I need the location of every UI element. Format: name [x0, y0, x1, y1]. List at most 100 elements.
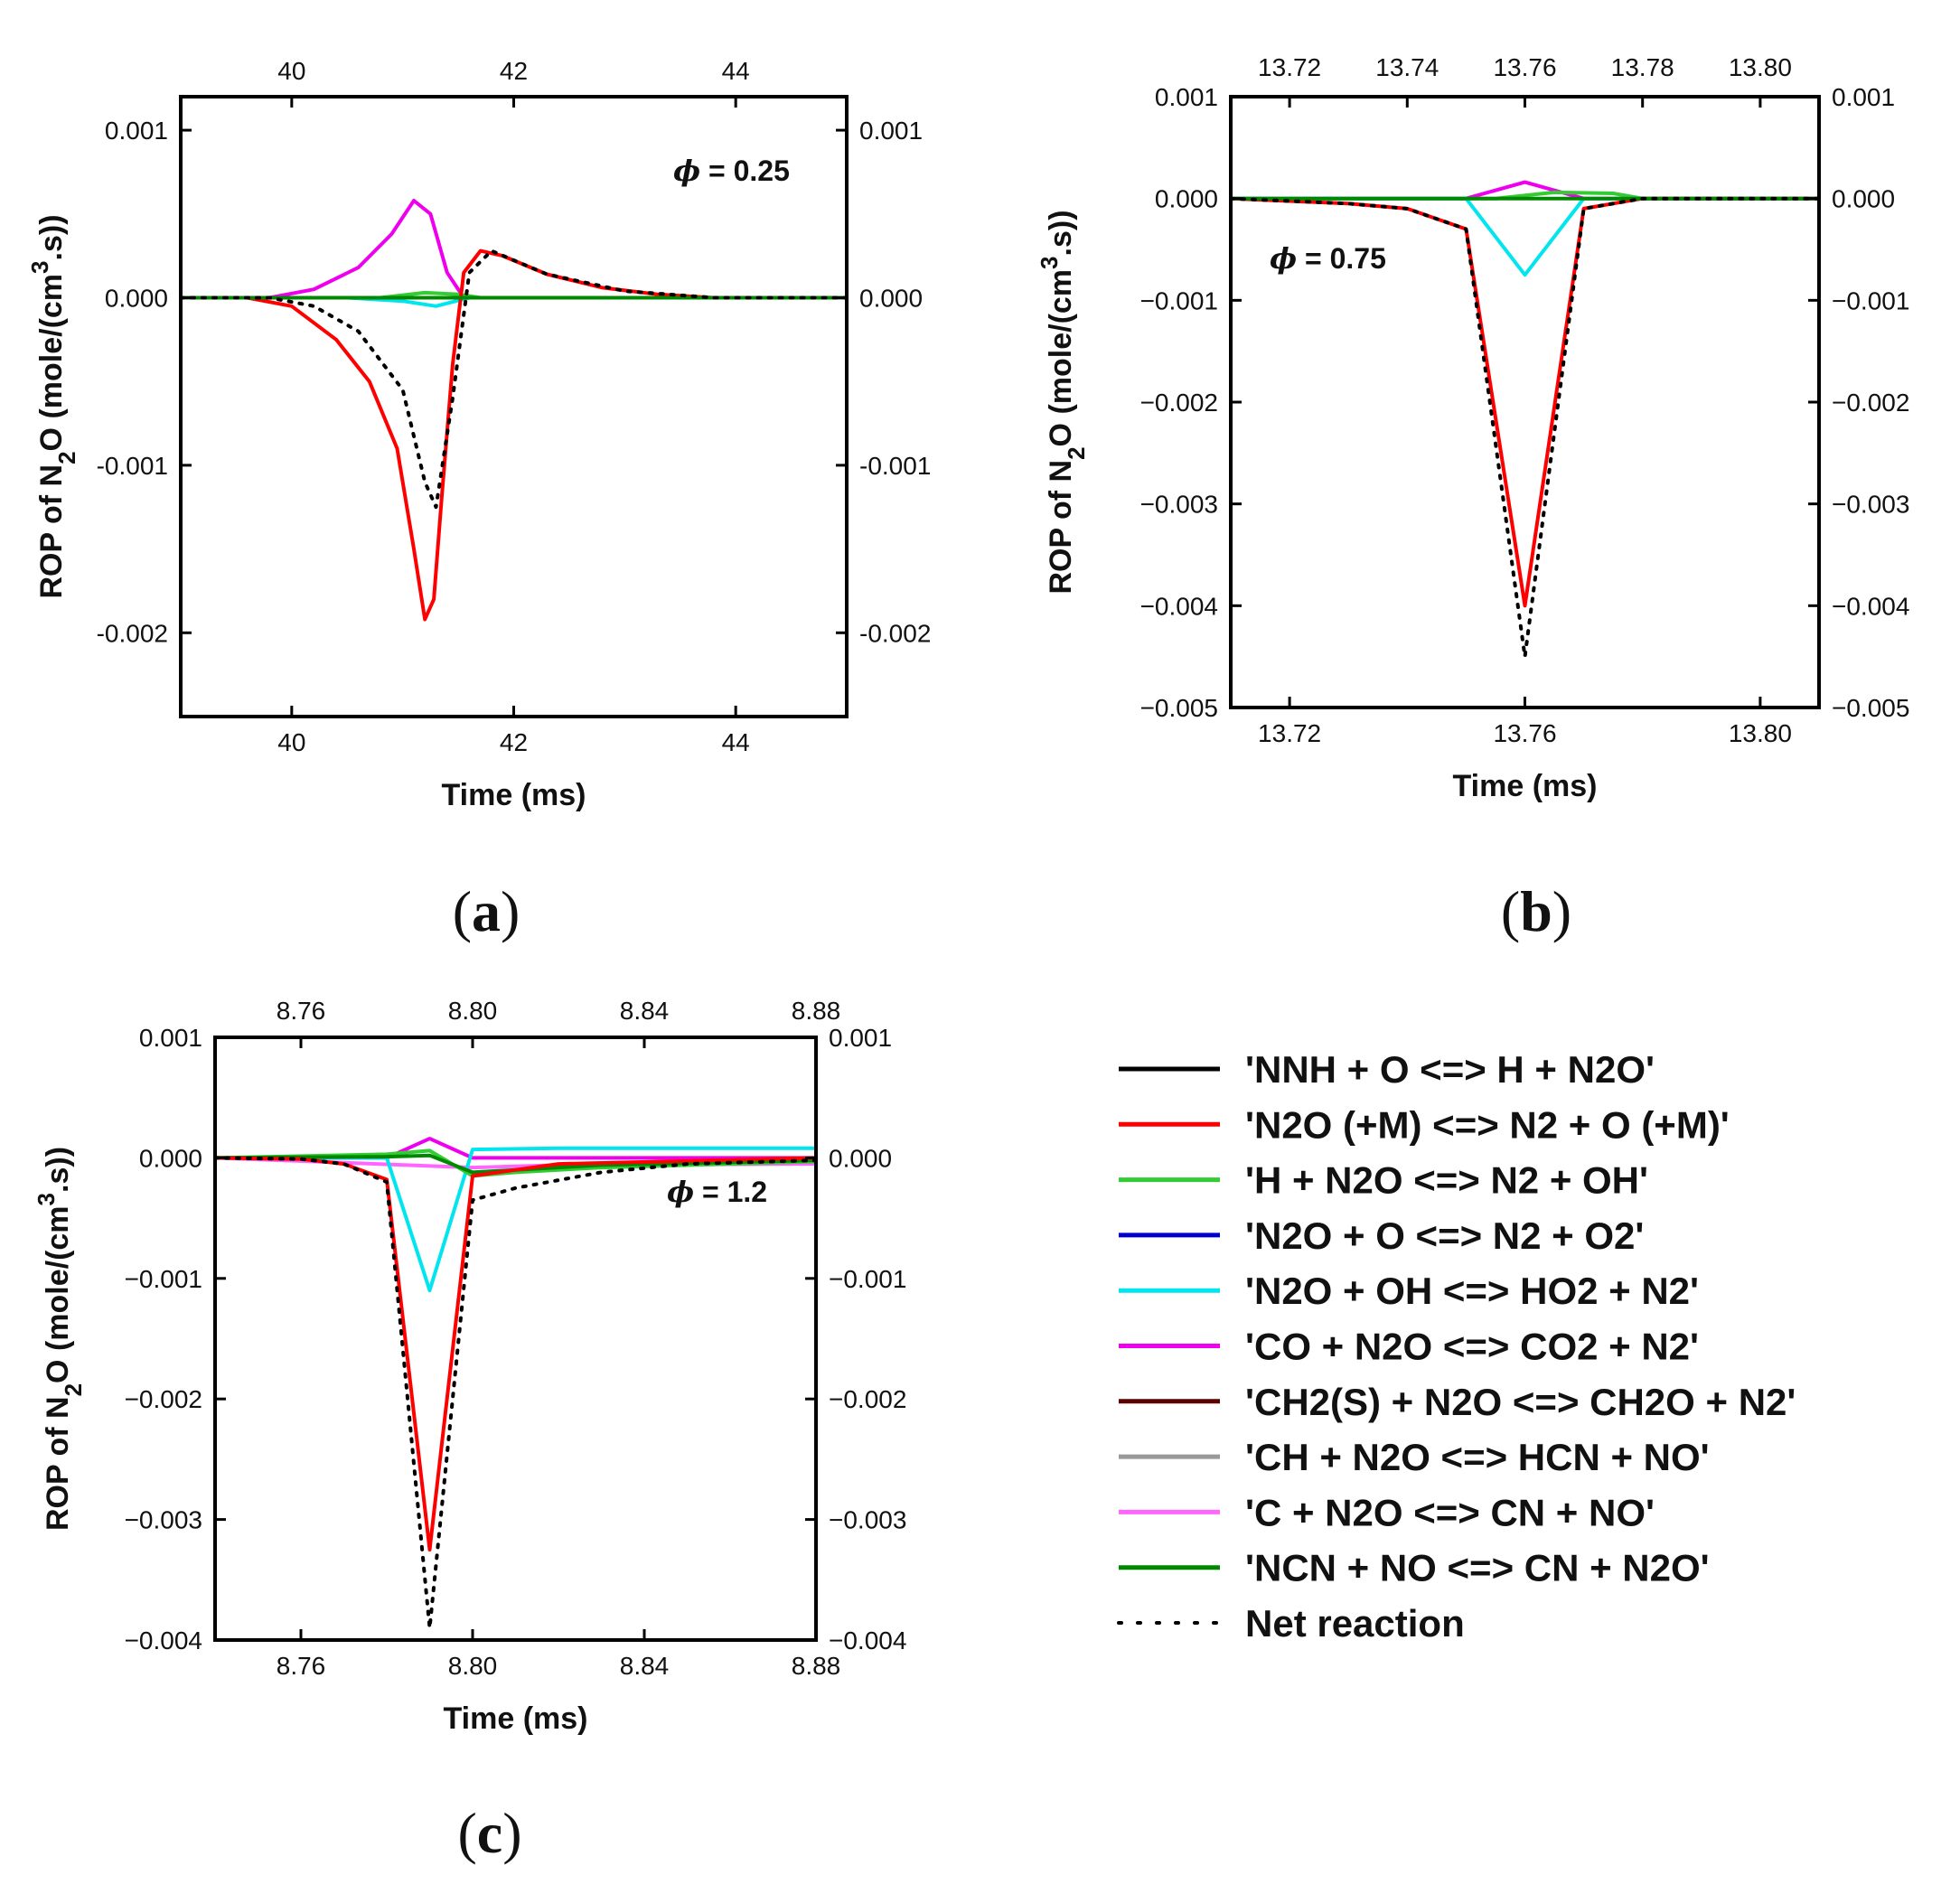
legend-item-r1: 'NNH + O <=> H + N2O'	[1119, 1048, 1655, 1091]
y-tick-label-right: −0.002	[829, 1385, 906, 1413]
y-tick-label-left: −0.002	[1140, 389, 1218, 417]
plot-frame	[213, 1036, 818, 1642]
legend-label: 'N2O + O <=> N2 + O2'	[1245, 1214, 1644, 1257]
legend-item-r6: 'CO + N2O <=> CO2 + N2'	[1119, 1326, 1699, 1368]
y-tick-label-right: 0.000	[1832, 185, 1895, 213]
series-line-net	[215, 1156, 816, 1630]
legend-label: 'NCN + NO <=> CN + N2O'	[1245, 1547, 1710, 1589]
legend-item-r2: 'N2O (+M) <=> N2 + O (+M)'	[1119, 1103, 1730, 1146]
x-tick-label-top: 8.84	[620, 997, 670, 1025]
legend-label: 'H + N2O <=> N2 + OH'	[1245, 1159, 1648, 1202]
phi-annotation: ϕ = 1.2	[667, 1175, 767, 1209]
legend-item-r10: 'NCN + NO <=> CN + N2O'	[1119, 1547, 1710, 1589]
y-tick-label-left: 0.001	[1155, 83, 1218, 111]
legend-item-r9: 'C + N2O <=> CN + NO'	[1119, 1491, 1655, 1533]
y-axis-label: ROP of N2O (mole/(cm3.s))	[26, 214, 80, 598]
x-tick-label-bottom: 8.88	[792, 1652, 841, 1680]
x-tick-label-bottom: 44	[722, 728, 750, 756]
series-line-r10	[215, 1153, 816, 1175]
y-tick-label-left: −0.003	[125, 1506, 202, 1534]
y-tick-label-right: −0.003	[1832, 491, 1909, 519]
x-axis-label: Time (ms)	[1453, 769, 1598, 803]
x-tick-label-top: 13.72	[1258, 53, 1321, 81]
x-tick-label-top: 8.80	[448, 997, 498, 1025]
series-group	[181, 199, 847, 622]
legend-label: 'CH2(S) + N2O <=> CH2O + N2'	[1245, 1381, 1796, 1423]
legend-label: 'NNH + O <=> H + N2O'	[1245, 1048, 1655, 1091]
y-tick-label-left: 0.001	[139, 1024, 202, 1052]
y-tick-label-right: 0.000	[859, 284, 923, 312]
legend-item-r5: 'N2O + OH <=> HO2 + N2'	[1119, 1270, 1699, 1312]
y-tick-label-right: −0.002	[1832, 389, 1909, 417]
y-tick-label-right: −0.001	[1832, 286, 1909, 314]
y-tick-label-right: 0.001	[829, 1024, 892, 1052]
y-tick-label-left: -0.001	[97, 452, 168, 480]
series-group	[1231, 180, 1819, 659]
x-tick-label-top: 13.76	[1493, 53, 1556, 81]
y-tick-label-left: −0.003	[1140, 491, 1218, 519]
legend-label: 'N2O (+M) <=> N2 + O (+M)'	[1245, 1103, 1730, 1146]
y-tick-label-left: 0.000	[139, 1144, 202, 1172]
panel-label: (c)	[457, 1801, 521, 1865]
legend-label: 'N2O + OH <=> HO2 + N2'	[1245, 1270, 1699, 1312]
y-tick-label-right: 0.001	[1832, 83, 1895, 111]
x-tick-label-bottom: 13.76	[1493, 719, 1556, 747]
plot-frame	[1229, 95, 1821, 709]
x-tick-label-bottom: 8.80	[448, 1652, 498, 1680]
series-line-net	[1231, 196, 1819, 659]
chart-panel-c: 8.76 8.80 8.84 8.888.76 8.80 8.84 8.880.001 0.0…	[33, 997, 906, 1865]
panel-label: (b)	[1501, 879, 1571, 943]
x-tick-label-top: 13.78	[1611, 53, 1674, 81]
legend-item-r4: 'N2O + O <=> N2 + O2'	[1119, 1214, 1644, 1257]
x-tick-label-bottom: 40	[277, 728, 305, 756]
y-tick-label-left: −0.004	[125, 1626, 202, 1654]
y-tick-label-left: −0.005	[1140, 694, 1218, 722]
x-tick-label-top: 8.88	[792, 997, 841, 1025]
y-tick-label-right: -0.001	[859, 452, 931, 480]
chart-panel-b: 13.72 13.76 13.80 13.72 13.74 13.76 13.78 13.80…	[1036, 53, 1909, 943]
legend: 'NNH + O <=> H + N2O' 'N2O (+M) <=> N2 + …	[1117, 1048, 1796, 1645]
series-line-r2	[181, 248, 847, 622]
panel-label: (a)	[453, 879, 520, 943]
y-tick-label-right: 0.001	[859, 117, 923, 145]
plot-frame	[179, 95, 849, 718]
legend-item-r7: 'CH2(S) + N2O <=> CH2O + N2'	[1119, 1381, 1796, 1423]
y-axis-label: ROP of N2O (mole/(cm3.s))	[1036, 210, 1090, 594]
x-axis-label: Time (ms)	[442, 778, 586, 812]
x-tick-label-top: 8.76	[277, 997, 326, 1025]
y-tick-label-left: −0.004	[1140, 592, 1218, 620]
legend-item-net: Net reaction	[1117, 1602, 1465, 1645]
y-tick-label-right: −0.004	[829, 1626, 906, 1654]
chart-panel-a: 40 42 44 40 42 44 0.001 0.001 0.000 0.000 -0.001 -0…	[26, 57, 931, 943]
y-tick-label-left: 0.000	[105, 284, 168, 312]
x-tick-label-top: 13.80	[1729, 53, 1792, 81]
legend-item-r3: 'H + N2O <=> N2 + OH'	[1119, 1159, 1648, 1202]
legend-label: Net reaction	[1245, 1602, 1465, 1645]
x-tick-label-top: 13.74	[1375, 53, 1439, 81]
legend-label: 'CO + N2O <=> CO2 + N2'	[1245, 1326, 1699, 1368]
phi-annotation: ϕ = 0.25	[673, 154, 790, 188]
x-tick-label-top: 44	[722, 57, 750, 85]
y-tick-label-right: 0.000	[829, 1144, 892, 1172]
y-tick-label-right: −0.004	[1832, 592, 1909, 620]
x-axis-label: Time (ms)	[444, 1701, 588, 1736]
legend-item-r8: 'CH + N2O <=> HCN + NO'	[1119, 1436, 1710, 1478]
y-tick-label-right: −0.001	[829, 1265, 906, 1293]
series-group	[215, 1137, 816, 1630]
phi-annotation: ϕ = 0.75	[1270, 241, 1386, 276]
x-tick-label-top: 40	[277, 57, 305, 85]
x-tick-label-top: 42	[500, 57, 528, 85]
y-tick-label-right: -0.002	[859, 619, 931, 647]
x-tick-label-bottom: 13.80	[1729, 719, 1792, 747]
y-tick-label-left: −0.001	[1140, 286, 1218, 314]
x-tick-label-bottom: 8.76	[277, 1652, 326, 1680]
y-tick-label-left: -0.002	[97, 619, 168, 647]
x-tick-label-bottom: 42	[500, 728, 528, 756]
series-line-r2	[215, 1156, 816, 1551]
legend-label: 'C + N2O <=> CN + NO'	[1245, 1491, 1655, 1533]
y-tick-label-left: −0.001	[125, 1265, 202, 1293]
series-line-net	[181, 248, 847, 510]
y-axis-label: ROP of N2O (mole/(cm3.s))	[33, 1147, 87, 1531]
x-tick-label-bottom: 8.84	[620, 1652, 670, 1680]
